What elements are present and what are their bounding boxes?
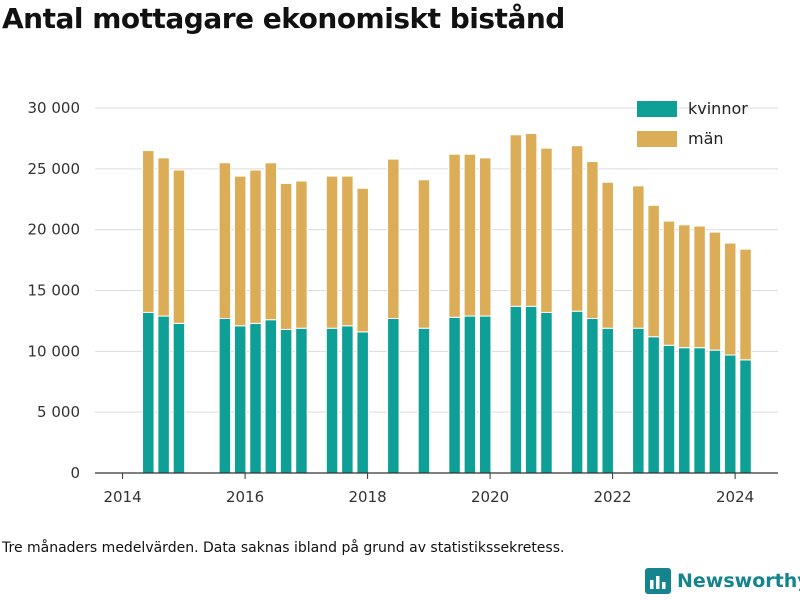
bar-man — [341, 175, 354, 327]
x-tick-label: 2014 — [103, 488, 141, 506]
bar-man — [295, 180, 308, 329]
bar-kvinnor — [172, 322, 186, 474]
bar-man — [678, 224, 691, 349]
y-tick-label: 10 000 — [28, 342, 81, 360]
bar-kvinnor — [142, 311, 155, 474]
bar-kvinnor — [509, 305, 523, 474]
legend-swatch — [637, 101, 677, 117]
bar-kvinnor — [279, 328, 293, 474]
bar-man — [356, 187, 369, 333]
bar-man — [218, 162, 232, 319]
y-tick-label: 0 — [70, 464, 80, 482]
bar-kvinnor — [218, 317, 232, 474]
bar-man — [463, 153, 477, 317]
legend-label: män — [688, 129, 724, 148]
bar-kvinnor — [601, 327, 614, 474]
bar-man — [723, 242, 737, 356]
bar-kvinnor — [693, 347, 706, 474]
x-tick-label: 2024 — [716, 488, 754, 506]
bar-man — [417, 179, 431, 329]
bar-kvinnor — [678, 347, 691, 474]
brand-name: Newsworthy — [677, 570, 800, 592]
bar-kvinnor — [708, 349, 722, 474]
bar-man — [279, 182, 293, 330]
bar-kvinnor — [632, 327, 645, 474]
x-tick-label: 2020 — [471, 488, 509, 506]
y-tick-label: 5 000 — [37, 403, 80, 421]
bar-kvinnor — [264, 319, 278, 474]
bar-kvinnor — [341, 325, 354, 474]
bar-man — [570, 145, 584, 312]
bar-man — [509, 134, 523, 307]
bar-kvinnor — [249, 322, 262, 474]
bar-man — [157, 157, 170, 317]
bar-kvinnor — [723, 354, 737, 474]
bar-man — [524, 133, 538, 307]
bar-kvinnor — [448, 316, 461, 474]
bar-kvinnor — [739, 359, 752, 474]
bar-man — [172, 169, 186, 324]
chart-title: Antal mottagare ekonomiskt bistånd — [2, 2, 565, 35]
bar-chart-logo-icon — [645, 568, 671, 594]
x-tick-label: 2016 — [226, 488, 264, 506]
bar-man — [708, 231, 722, 351]
x-tick-label: 2018 — [348, 488, 386, 506]
bar-man — [387, 158, 400, 319]
bar-man — [478, 157, 492, 317]
legend-label: kvinnor — [688, 99, 748, 118]
x-tick-label: 2022 — [594, 488, 632, 506]
footnote: Tre månaders medelvärden. Data saknas ib… — [2, 540, 565, 556]
bar-kvinnor — [586, 317, 599, 474]
bar-kvinnor — [387, 317, 400, 474]
bar-man — [142, 150, 155, 313]
bar-kvinnor — [463, 315, 477, 474]
bar-kvinnor — [157, 315, 170, 474]
legend-swatch — [637, 131, 677, 147]
bar-man — [586, 161, 599, 319]
bar-kvinnor — [325, 327, 339, 474]
bar-man — [601, 181, 614, 329]
bar-kvinnor — [478, 315, 492, 474]
bar-kvinnor — [524, 305, 538, 474]
bar-kvinnor — [356, 331, 369, 474]
bar-kvinnor — [662, 344, 676, 474]
bar-kvinnor — [417, 327, 431, 474]
bar-man — [632, 185, 645, 329]
y-tick-label: 25 000 — [28, 160, 81, 178]
bar-man — [739, 248, 752, 361]
bar-man — [540, 147, 553, 313]
bar-kvinnor — [233, 325, 247, 474]
bar-man — [264, 162, 278, 321]
brand-logo: Newsworthy — [645, 568, 800, 594]
bar-kvinnor — [540, 311, 553, 474]
bar-man — [647, 204, 660, 338]
y-tick-label: 15 000 — [28, 282, 81, 300]
y-tick-label: 20 000 — [28, 221, 81, 239]
bar-kvinnor — [295, 327, 308, 474]
bar-kvinnor — [647, 336, 660, 474]
bar-man — [233, 175, 247, 327]
bar-man — [249, 169, 262, 324]
bar-man — [693, 225, 706, 349]
bar-man — [325, 175, 339, 329]
bar-kvinnor — [570, 310, 584, 474]
bar-man — [662, 220, 676, 346]
bar-man — [448, 153, 461, 318]
y-tick-label: 30 000 — [28, 99, 81, 117]
